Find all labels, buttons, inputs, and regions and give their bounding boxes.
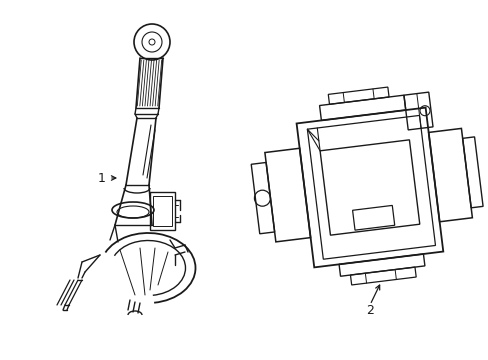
Text: 1: 1: [98, 171, 106, 185]
Circle shape: [134, 24, 170, 60]
Text: 2: 2: [366, 303, 373, 316]
